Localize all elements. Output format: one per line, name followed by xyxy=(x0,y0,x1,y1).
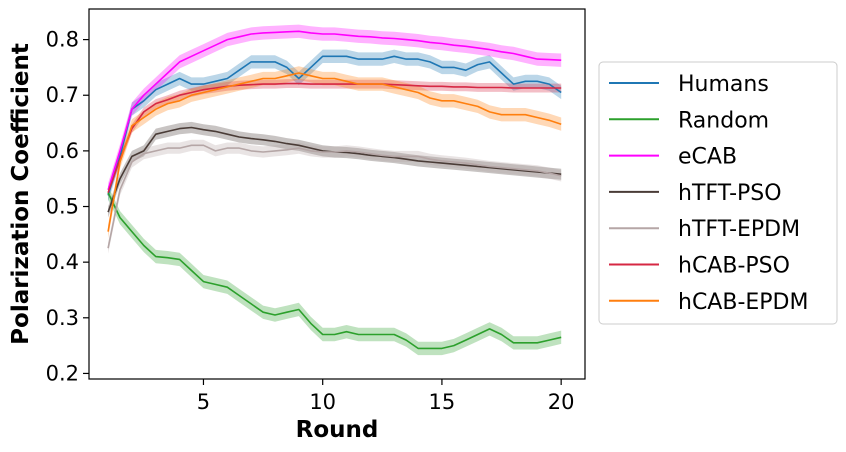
plot-frame xyxy=(88,8,586,380)
confidence-bands xyxy=(108,24,562,356)
legend: Humans Random eCAB hTFT-PSO hTFT-EPDM hCAB-PS… xyxy=(598,61,838,325)
y-tick-label: 0.7 xyxy=(46,83,79,107)
line-htft-epdm xyxy=(107,144,562,249)
x-axis-title: Round xyxy=(296,417,379,443)
legend-label-hcab-epdm: hCAB-EPDM xyxy=(678,290,808,315)
y-tick-label: 0.6 xyxy=(46,139,79,163)
band-htft-epdm xyxy=(108,139,562,254)
legend-label-hcab-pso: hCAB-PSO xyxy=(678,254,790,279)
legend-frame xyxy=(598,61,838,325)
y-axis-title: Polarization Coefficient xyxy=(8,43,34,345)
legend-label-htft-epdm: hTFT-EPDM xyxy=(678,217,800,242)
y-tick-label: 0.2 xyxy=(46,361,79,385)
y-tick-label: 0.3 xyxy=(46,306,79,330)
band-hcab-pso xyxy=(108,79,562,198)
x-axis-ticks: 5 10 15 20 xyxy=(197,379,575,414)
line-humans xyxy=(107,55,562,196)
line-hcab-pso xyxy=(107,82,562,193)
x-tick-label: 15 xyxy=(429,390,456,414)
line-ecab xyxy=(107,30,562,191)
y-tick-label: 0.8 xyxy=(46,28,79,52)
legend-items: Humans Random eCAB hTFT-PSO hTFT-EPDM hCAB-PS… xyxy=(609,72,808,315)
y-axis-ticks: 0.2 0.3 0.4 0.5 0.6 0.7 0.8 xyxy=(46,28,89,385)
line-random xyxy=(107,192,562,350)
x-tick-label: 5 xyxy=(197,390,210,414)
y-tick-label: 0.4 xyxy=(46,250,79,274)
legend-label-humans: Humans xyxy=(678,72,769,97)
legend-label-ecab: eCAB xyxy=(678,145,737,170)
x-tick-label: 20 xyxy=(548,390,575,414)
y-tick-label: 0.5 xyxy=(46,195,79,219)
line-hcab-epdm xyxy=(107,72,562,232)
legend-label-htft-pso: hTFT-PSO xyxy=(678,181,782,206)
series-lines xyxy=(107,30,562,350)
band-htft-pso xyxy=(108,121,562,218)
legend-label-random: Random xyxy=(678,108,769,133)
x-tick-label: 10 xyxy=(309,390,336,414)
band-random xyxy=(108,185,562,356)
